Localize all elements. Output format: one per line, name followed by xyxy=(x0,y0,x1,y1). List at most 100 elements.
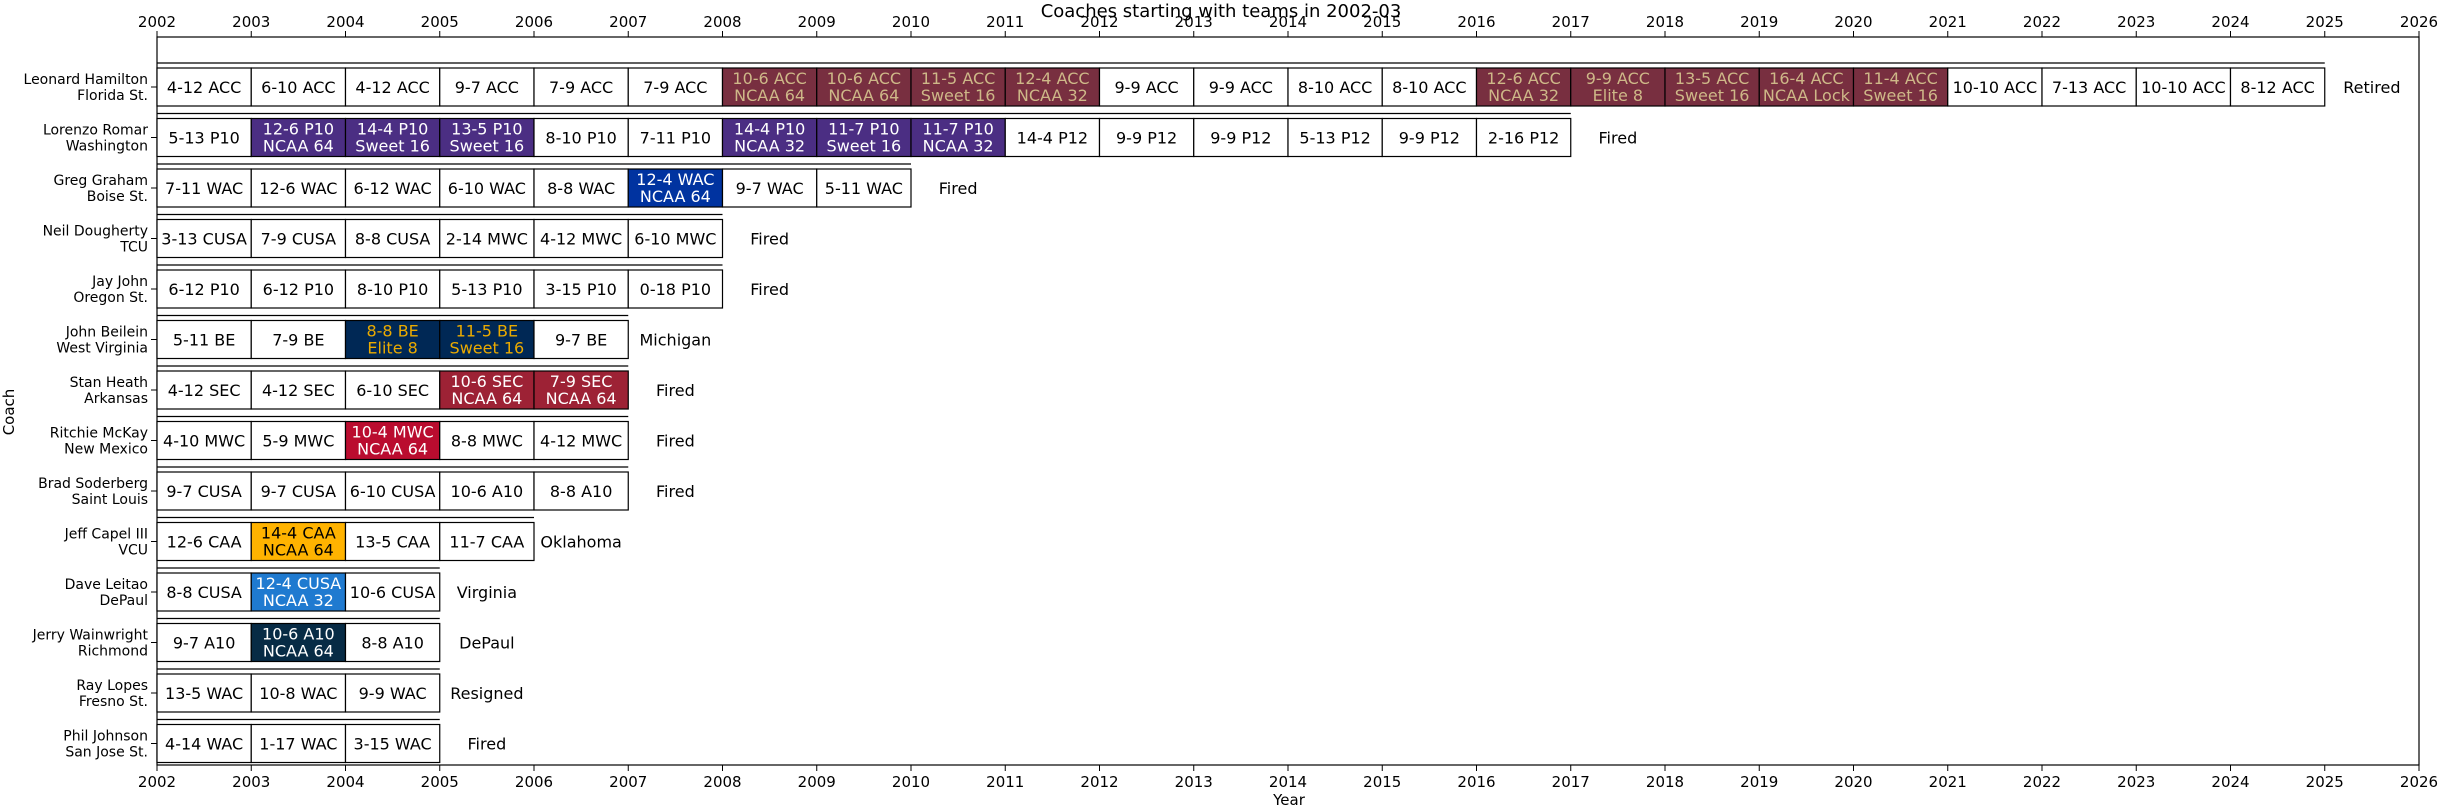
season-cell xyxy=(156,67,252,107)
season-record: 9-7 CUSA xyxy=(166,482,242,501)
coach-team: Fresno St. xyxy=(79,694,148,710)
season-record: 16-4 ACC xyxy=(1769,69,1843,88)
season-record: 5-13 P12 xyxy=(1299,129,1370,148)
season-record: 6-10 WAC xyxy=(448,179,526,198)
x-tick-label-top: 2014 xyxy=(1269,13,1307,31)
coach-name: Phil Johnson xyxy=(63,729,148,745)
season-record: 9-7 BE xyxy=(555,331,607,350)
season-cell xyxy=(439,117,535,158)
coach-label: Leonard Hamilton Florida St. xyxy=(24,72,148,104)
season-cell xyxy=(344,471,441,511)
season-cell xyxy=(1193,117,1289,158)
season-cell xyxy=(250,471,347,511)
season-cell xyxy=(533,319,629,360)
season-record: 12-6 CAA xyxy=(167,533,242,552)
season-record: 10-8 WAC xyxy=(259,684,337,703)
season-record: 9-9 ACC xyxy=(1209,78,1273,97)
season-cell xyxy=(1381,117,1478,158)
season-cell xyxy=(1852,67,1949,107)
season-record: 6-12 P10 xyxy=(168,280,239,299)
coach-team: DePaul xyxy=(99,593,148,609)
season-record: 7-9 SEC xyxy=(550,372,613,391)
x-tick-label-bottom: 2018 xyxy=(1646,773,1684,791)
coach-name: Brad Soderberg xyxy=(38,476,148,492)
season-record: 0-18 P10 xyxy=(640,280,711,299)
season-record: 5-13 P10 xyxy=(168,129,239,148)
season-record: 10-6 SEC xyxy=(450,372,523,391)
season-cell xyxy=(439,471,535,511)
season-record: 8-10 P10 xyxy=(545,129,616,148)
season-cell xyxy=(250,673,347,713)
x-tick-label-top: 2023 xyxy=(2117,13,2155,31)
season-cell xyxy=(1193,67,1289,107)
season-note: NCAA 64 xyxy=(263,642,334,661)
season-record: 12-4 ACC xyxy=(1015,69,1089,88)
season-cell xyxy=(816,168,912,208)
x-tick-label-top: 2013 xyxy=(1175,13,1213,31)
season-record: 6-10 SEC xyxy=(356,381,429,400)
season-record: 8-8 A10 xyxy=(361,634,424,653)
season-cell xyxy=(533,471,629,511)
coach-label: Brad Soderberg Saint Louis xyxy=(38,476,148,508)
season-record: 13-5 WAC xyxy=(165,684,243,703)
x-tick-label-top: 2006 xyxy=(515,13,553,31)
coach-outcome: Oklahoma xyxy=(540,533,621,552)
x-tick-label-bottom: 2009 xyxy=(798,773,836,791)
season-record: 10-6 A10 xyxy=(262,625,335,644)
x-axis-label: Year xyxy=(1272,791,1306,809)
season-record: 14-4 CAA xyxy=(261,524,336,543)
season-note: NCAA 64 xyxy=(451,389,522,408)
coach-name: Stan Heath xyxy=(70,375,148,391)
x-tick-label-top: 2005 xyxy=(421,13,459,31)
season-record: 11-5 BE xyxy=(456,322,518,341)
season-record: 3-15 WAC xyxy=(354,735,432,754)
coach-label: Stan Heath Arkansas xyxy=(70,375,148,407)
season-record: 10-4 MWC xyxy=(352,423,434,442)
x-tick-label-bottom: 2015 xyxy=(1363,773,1401,791)
season-record: 8-10 P10 xyxy=(357,280,428,299)
season-cell xyxy=(156,168,252,208)
season-record: 11-7 P10 xyxy=(828,120,899,139)
season-cell xyxy=(250,67,347,107)
season-cell xyxy=(250,521,347,562)
season-cell xyxy=(1475,117,1572,158)
season-cell xyxy=(533,370,629,410)
season-record: 8-12 ACC xyxy=(2240,78,2314,97)
season-note: NCAA 64 xyxy=(640,187,711,206)
coach-outcome: Fired xyxy=(750,230,789,249)
x-tick-label-bottom: 2026 xyxy=(2400,773,2438,791)
season-cell xyxy=(533,67,629,107)
season-note: NCAA 32 xyxy=(734,137,805,156)
season-record: 7-9 ACC xyxy=(643,78,707,97)
season-cell xyxy=(156,572,252,612)
season-note: Sweet 16 xyxy=(1863,86,1938,105)
season-cell xyxy=(1570,67,1666,107)
x-tick-label-bottom: 2021 xyxy=(1929,773,1967,791)
coach-label: Dave Leitao DePaul xyxy=(65,577,148,609)
coach-name: Lorenzo Romar xyxy=(43,123,148,139)
season-cell xyxy=(156,218,252,259)
season-cell xyxy=(156,723,252,764)
season-record: 8-8 BE xyxy=(366,322,418,341)
season-cell xyxy=(2229,67,2326,107)
x-tick-label-top: 2025 xyxy=(2306,13,2344,31)
x-tick-label-top: 2021 xyxy=(1929,13,1967,31)
season-note: NCAA 32 xyxy=(923,137,994,156)
season-cell xyxy=(344,67,441,107)
chart-title: Coaches starting with teams in 2002-03 xyxy=(1041,1,1402,22)
season-cell xyxy=(533,218,629,259)
season-cell xyxy=(1004,67,1101,107)
season-record: 7-9 BE xyxy=(272,331,324,350)
coach-outcome: Fired xyxy=(1599,129,1638,148)
season-cell xyxy=(156,420,252,461)
season-record: 14-4 P10 xyxy=(734,120,805,139)
x-tick-label-bottom: 2013 xyxy=(1175,773,1213,791)
season-record: 5-11 BE xyxy=(173,331,235,350)
x-tick-label-bottom: 2007 xyxy=(609,773,647,791)
season-note: NCAA 32 xyxy=(1017,86,1088,105)
coach-outcome: Fired xyxy=(656,381,695,400)
coach-outcome: Fired xyxy=(468,735,507,754)
season-cell xyxy=(344,117,441,158)
season-note: NCAA 64 xyxy=(357,440,428,459)
x-tick-label-top: 2002 xyxy=(138,13,176,31)
